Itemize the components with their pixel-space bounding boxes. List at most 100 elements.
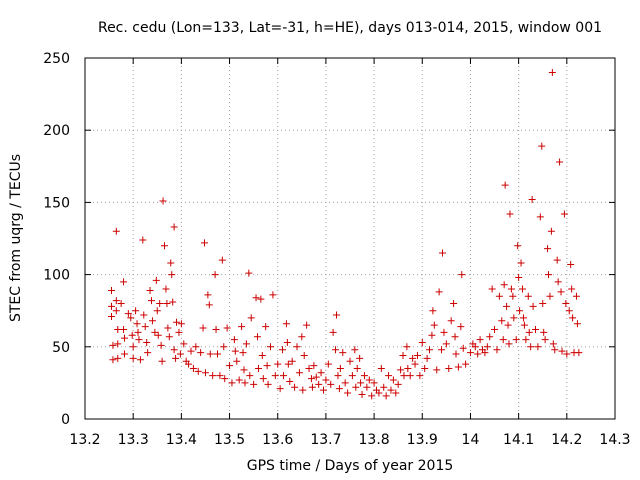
data-point-marker xyxy=(558,347,566,355)
data-point-marker xyxy=(172,354,180,362)
data-point-marker xyxy=(385,372,393,380)
data-point-marker xyxy=(498,317,506,325)
data-point-marker xyxy=(154,331,162,339)
data-point-marker xyxy=(471,343,479,351)
data-point-marker xyxy=(324,360,332,368)
data-point-marker xyxy=(438,346,446,354)
data-point-marker xyxy=(308,383,316,391)
data-point-marker xyxy=(573,320,581,328)
data-point-marker xyxy=(211,271,219,279)
x-tick-label: 13.5 xyxy=(214,432,245,448)
data-point-marker xyxy=(512,336,520,344)
data-point-marker xyxy=(563,350,571,358)
data-point-marker xyxy=(239,349,247,357)
x-tick-label: 14 xyxy=(462,432,480,448)
data-point-marker xyxy=(418,338,426,346)
data-point-marker xyxy=(519,314,527,322)
data-point-marker xyxy=(351,346,359,354)
data-point-marker xyxy=(189,364,197,372)
data-point-marker xyxy=(554,278,562,286)
data-point-marker xyxy=(108,286,115,294)
data-point-marker xyxy=(545,271,553,279)
data-point-marker xyxy=(315,380,323,388)
x-axis-label: GPS time / Days of year 2015 xyxy=(247,458,454,474)
data-point-marker xyxy=(442,340,450,348)
data-point-marker xyxy=(156,299,164,307)
data-point-marker xyxy=(360,372,368,380)
y-tick-label: 200 xyxy=(43,123,70,139)
data-point-marker xyxy=(547,227,555,235)
data-point-marker xyxy=(413,351,421,359)
data-point-marker xyxy=(146,286,154,294)
data-point-marker xyxy=(565,307,573,315)
data-point-marker xyxy=(522,336,530,344)
data-point-marker xyxy=(238,323,246,331)
data-point-marker xyxy=(357,379,365,387)
data-point-marker xyxy=(506,210,514,218)
x-tick-label: 13.3 xyxy=(118,432,149,448)
data-point-marker xyxy=(510,314,518,322)
data-point-marker xyxy=(283,338,291,346)
data-point-marker xyxy=(152,276,160,284)
data-point-marker xyxy=(363,383,371,391)
data-point-marker xyxy=(280,372,288,380)
data-point-marker xyxy=(572,292,580,300)
data-point-marker xyxy=(170,223,178,231)
data-point-marker xyxy=(562,299,570,307)
data-point-marker xyxy=(457,323,465,331)
data-point-marker xyxy=(209,372,217,380)
data-point-marker xyxy=(509,292,517,300)
data-point-marker xyxy=(120,325,128,333)
data-point-marker xyxy=(140,311,148,319)
data-point-marker xyxy=(169,298,177,306)
data-point-marker xyxy=(495,292,503,300)
data-point-marker xyxy=(310,362,318,370)
data-point-marker xyxy=(164,324,172,332)
data-point-marker xyxy=(109,341,117,349)
data-point-marker xyxy=(532,325,539,333)
data-point-marker xyxy=(228,379,236,387)
data-point-marker xyxy=(293,343,301,351)
data-point-marker xyxy=(501,181,509,189)
data-point-marker xyxy=(300,351,308,359)
data-point-marker xyxy=(528,196,536,204)
data-point-marker xyxy=(305,364,313,372)
data-point-marker xyxy=(242,340,250,348)
data-point-marker xyxy=(392,389,400,397)
data-point-marker xyxy=(151,328,159,336)
data-point-marker xyxy=(220,343,228,351)
data-point-marker xyxy=(452,350,460,358)
data-point-marker xyxy=(108,312,115,320)
data-point-marker xyxy=(132,307,140,315)
data-point-marker xyxy=(503,302,511,310)
data-point-marker xyxy=(124,310,132,318)
data-point-marker xyxy=(216,372,224,380)
data-point-marker xyxy=(483,343,491,351)
data-point-marker xyxy=(286,377,294,385)
data-point-marker xyxy=(279,346,287,354)
data-point-marker xyxy=(159,197,167,205)
data-point-marker xyxy=(488,285,496,293)
data-point-marker xyxy=(307,375,315,383)
data-point-marker xyxy=(433,366,441,374)
data-point-marker xyxy=(298,333,306,341)
data-point-marker xyxy=(486,333,494,341)
data-point-marker xyxy=(546,292,554,300)
data-point-marker xyxy=(541,336,549,344)
data-point-marker xyxy=(167,259,175,267)
data-point-marker xyxy=(133,320,141,328)
data-point-marker xyxy=(507,285,515,293)
data-point-marker xyxy=(529,302,537,310)
data-point-marker xyxy=(240,366,248,374)
data-point-marker xyxy=(500,281,508,289)
data-point-marker xyxy=(549,340,557,348)
data-point-marker xyxy=(505,340,513,348)
data-point-marker xyxy=(246,372,254,380)
data-point-marker xyxy=(158,357,166,365)
data-point-marker xyxy=(553,256,561,264)
data-point-marker xyxy=(173,318,181,326)
data-point-marker xyxy=(368,392,376,400)
data-point-marker xyxy=(365,376,373,384)
data-point-marker xyxy=(180,340,188,348)
data-point-marker xyxy=(114,354,122,362)
